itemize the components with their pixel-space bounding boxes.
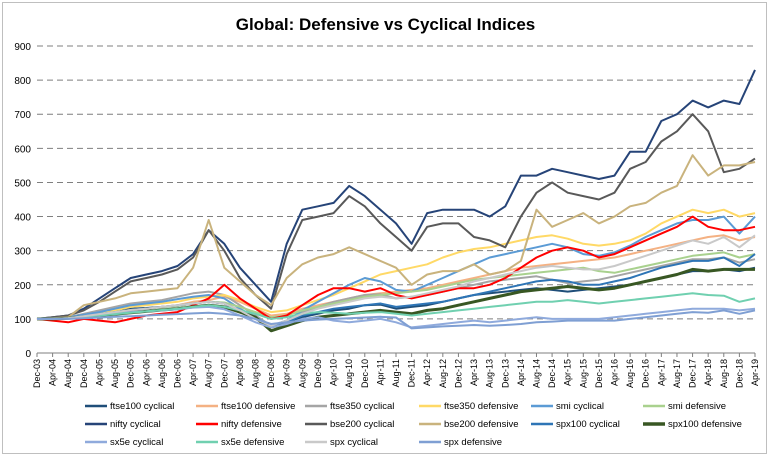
x-tick-label: Dec-05 [126, 359, 136, 388]
x-tick-label: Apr-14 [516, 359, 526, 386]
x-tick-label: Apr-18 [703, 359, 713, 386]
x-tick-label: Aug-17 [672, 359, 682, 388]
y-tick-label: 500 [14, 178, 31, 189]
y-tick-label: 600 [14, 144, 31, 155]
x-tick-label: Aug-07 [204, 359, 214, 388]
x-tick-label: Aug-11 [391, 359, 401, 387]
series-line-nifty-cyclical [36, 69, 756, 320]
x-tick-label: Aug-05 [110, 359, 120, 388]
x-tick-label: Apr-04 [48, 359, 58, 386]
series-line-spx-defensive [37, 309, 756, 330]
y-tick-label: 700 [14, 110, 31, 121]
legend-label: ftse100 cyclical [110, 401, 174, 412]
x-tick-label: Dec-07 [219, 359, 229, 388]
legend-label: ftse350 cyclical [330, 401, 394, 412]
x-tick-label: Aug-15 [578, 359, 588, 388]
x-tick-label: Apr-19 [750, 359, 760, 386]
x-tick-label: Aug-06 [157, 359, 167, 388]
x-tick-label: Aug-12 [438, 359, 448, 388]
legend-label: smi defensive [668, 401, 726, 412]
x-tick-label: Aug-13 [485, 359, 495, 388]
y-tick-label: 900 [14, 42, 31, 53]
legend-label: spx defensive [444, 437, 502, 448]
y-tick-label: 200 [14, 281, 31, 292]
x-tick-label: Apr-09 [282, 359, 292, 386]
x-tick-label: Apr-12 [422, 359, 432, 386]
legend-label: sx5e defensive [221, 437, 284, 448]
y-tick-label: 400 [14, 213, 31, 224]
x-tick-label: Aug-16 [625, 359, 635, 388]
series-line-spx-cyclical [37, 234, 756, 327]
x-tick-label: Apr-07 [188, 359, 198, 386]
legend-label: nifty cyclical [110, 419, 161, 430]
chart-title: Global: Defensive vs Cyclical Indices [235, 15, 536, 34]
legend-label: nifty defensive [221, 419, 282, 430]
x-tick-label: Apr-17 [656, 359, 666, 386]
x-tick-label: Aug-10 [344, 359, 354, 388]
series-line-bse200-defensive [36, 154, 756, 320]
x-tick-label: Dec-17 [688, 359, 698, 388]
x-tick-label: Apr-13 [469, 359, 479, 386]
legend-label: ftse100 defensive [221, 401, 295, 412]
x-tick-label: Apr-15 [563, 359, 573, 386]
x-tick-label: Apr-10 [329, 359, 339, 386]
x-tick-label: Dec-09 [313, 359, 323, 388]
legend-label: ftse350 defensive [444, 401, 518, 412]
y-tick-label: 300 [14, 247, 31, 258]
legend-label: spx100 defensive [668, 419, 742, 430]
x-tick-label: Dec-11 [407, 359, 417, 387]
x-tick-label: Apr-16 [610, 359, 620, 386]
x-tick-label: Aug-14 [531, 359, 541, 388]
x-tick-label: Dec-03 [32, 359, 42, 388]
x-tick-label: Dec-08 [266, 359, 276, 388]
legend-label: bse200 defensive [444, 419, 518, 430]
x-tick-label: Dec-04 [79, 359, 89, 388]
legend-label: bse200 cyclical [330, 419, 394, 430]
legend-label: sx5e cyclical [110, 437, 163, 448]
x-tick-label: Dec-15 [594, 359, 604, 388]
x-tick-label: Aug-18 [719, 359, 729, 388]
x-tick-label: Aug-08 [251, 359, 261, 388]
x-tick-label: Aug-09 [297, 359, 307, 388]
x-tick-label: Dec-16 [641, 359, 651, 388]
y-tick-label: 100 [14, 315, 31, 326]
x-tick-label: Apr-11 [375, 359, 385, 385]
x-tick-label: Apr-05 [94, 359, 104, 386]
series-line-smi-cyclical [36, 215, 756, 327]
y-tick-label: 800 [14, 76, 31, 87]
chart-svg: 0 100 200 300 400 500 600 700 800 900 Dec-03 Apr-04… [14, 42, 760, 448]
x-tick-label: Dec-10 [360, 359, 370, 388]
x-tick-label: Aug-04 [63, 359, 73, 388]
legend-label: spx100 cyclical [556, 419, 620, 430]
series-line-sx5e-defensive [37, 292, 756, 320]
series-line-bse200-cyclical [36, 113, 756, 320]
legend-label: spx cyclical [330, 437, 378, 448]
x-tick-label: Dec-06 [172, 359, 182, 388]
series-line-ftse350-defensive [37, 208, 756, 320]
x-tick-label: Apr-08 [235, 359, 245, 386]
x-tick-label: Dec-18 [734, 359, 744, 388]
legend-label: smi cyclical [556, 401, 604, 412]
x-tick-label: Apr-06 [141, 359, 151, 386]
y-tick-label: 0 [25, 349, 31, 360]
chart-frame: Global: Defensive vs Cyclical Indices 0 1… [2, 2, 767, 454]
x-tick-label: Dec-13 [500, 359, 510, 388]
x-tick-label: Dec-14 [547, 359, 557, 388]
x-tick-label: Dec-12 [453, 359, 463, 388]
